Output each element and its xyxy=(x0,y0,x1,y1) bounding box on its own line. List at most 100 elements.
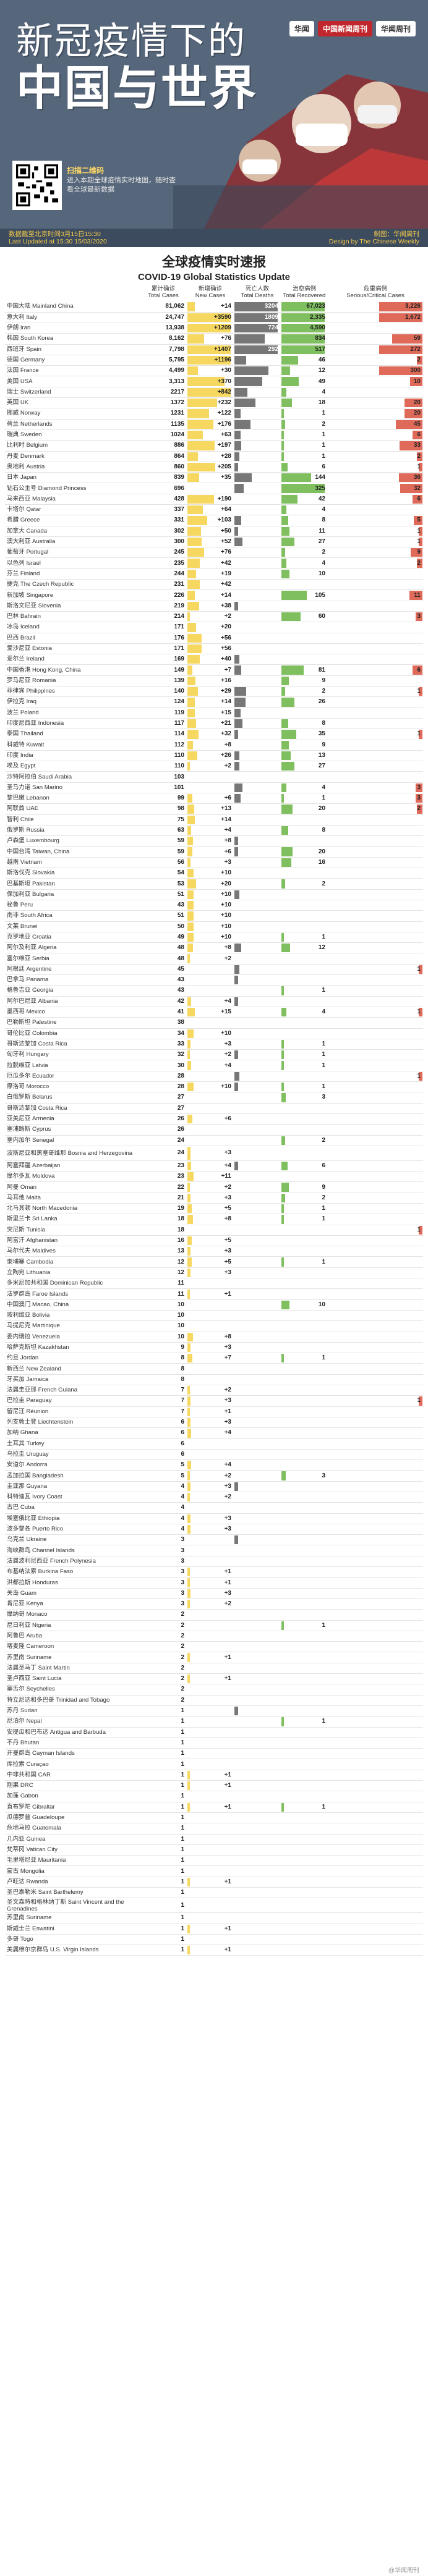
cell-deaths xyxy=(234,1812,281,1824)
stats-table-wrap: 累计确诊 Total Cases 新增确诊 New Cases 死亡人数 Total … xyxy=(0,285,428,1956)
cell-serious: 32 xyxy=(328,483,423,494)
table-row: 亚美尼亚 Armenia 26 +6 xyxy=(5,1113,423,1125)
cell-deaths xyxy=(234,1834,281,1845)
value-total: 30 xyxy=(177,1062,184,1069)
cell-recovered xyxy=(281,1834,328,1845)
cell-serious xyxy=(328,1492,423,1503)
cell-deaths xyxy=(234,1332,281,1343)
value-total: 28 xyxy=(177,1083,184,1091)
value-serious: 32 xyxy=(413,484,421,492)
value-recovered: 1 xyxy=(322,987,325,994)
header-new-cases: 新增确诊 New Cases xyxy=(187,285,234,302)
value-recovered: 105 xyxy=(315,591,325,599)
cell-deaths: 14 xyxy=(234,387,281,399)
cell-new: +4 xyxy=(187,996,234,1007)
cell-new: +76 xyxy=(187,333,234,345)
value-new: +64 xyxy=(221,506,231,513)
cell-new: +2 xyxy=(187,1181,234,1193)
country-name: 苏里南 Suriname xyxy=(5,1912,140,1924)
cell-deaths xyxy=(234,1267,281,1279)
bar-recovered xyxy=(281,944,290,953)
bar-recovered xyxy=(281,612,301,622)
country-name: 美国 USA xyxy=(5,376,140,387)
cell-recovered xyxy=(281,643,328,655)
table-body: 中国大陆 Mainland China 81,062 +14 3204 67,023 3,… xyxy=(5,301,423,1956)
value-new: +13 xyxy=(221,805,231,813)
value-total: 886 xyxy=(174,442,184,449)
value-recovered: 60 xyxy=(318,613,325,620)
cell-total: 8 xyxy=(140,1374,187,1386)
cell-serious xyxy=(328,654,423,665)
cell-deaths xyxy=(234,1342,281,1354)
table-row: 摩纳哥 Monaco 2 xyxy=(5,1609,423,1621)
value-recovered: 1 xyxy=(322,1083,325,1091)
country-name: 阿富汗 Afghanistan xyxy=(5,1235,140,1247)
cell-recovered xyxy=(281,633,328,644)
country-name: 海峡群岛 Channel Islands xyxy=(5,1545,140,1556)
country-name: 巴拉圭 Paraguay xyxy=(5,1395,140,1407)
country-name: 埃塞俄比亚 Ethiopia xyxy=(5,1513,140,1524)
table-row: 科威特 Kuwait 112 +8 9 xyxy=(5,740,423,751)
value-serious: 1 xyxy=(417,1226,421,1233)
cell-deaths: 2 xyxy=(234,964,281,976)
value-total: 171 xyxy=(174,623,184,631)
value-serious: 300 xyxy=(410,367,421,374)
cell-total: 124 xyxy=(140,696,187,708)
table-row: 科特迪瓦 Ivory Coast 4 +2 xyxy=(5,1492,423,1503)
cell-new xyxy=(187,1934,234,1946)
table-row: 智利 Chile 75 +14 xyxy=(5,814,423,826)
cell-deaths xyxy=(234,1673,281,1685)
table-row: 西班牙 Spain 7,798 +1407 292 517 272 xyxy=(5,344,423,355)
table-row: 中国台湾 Taiwan, China 59 +6 1 20 xyxy=(5,846,423,858)
country-name: 中国澳门 Macao, China xyxy=(5,1299,140,1311)
bar-new xyxy=(187,1653,190,1662)
bar-new xyxy=(187,494,215,504)
table-row: 立陶宛 Lithuania 12 +3 xyxy=(5,1267,423,1279)
bar-recovered xyxy=(281,1007,287,1017)
table-row: 韩国 South Korea 8,162 +76 75 834 59 xyxy=(5,333,423,345)
value-total: 26 xyxy=(177,1115,184,1123)
cell-serious xyxy=(328,878,423,890)
cell-new: +7 xyxy=(187,664,234,676)
cell-serious xyxy=(328,1652,423,1663)
cell-serious xyxy=(328,1438,423,1450)
value-total: 3,313 xyxy=(168,378,184,385)
cell-serious xyxy=(328,1524,423,1535)
cell-recovered: 2 xyxy=(281,1193,328,1204)
table-row: 蒙古 Mongolia 1 xyxy=(5,1865,423,1877)
value-serious: 2 xyxy=(417,559,421,567)
value-recovered: 1 xyxy=(322,1040,325,1047)
cell-new: +35 xyxy=(187,472,234,484)
value-new: +42 xyxy=(221,559,231,567)
value-new: +3 xyxy=(224,1397,231,1404)
header-serious: 危重病例 Serious/Critical Cases xyxy=(328,285,423,302)
country-name: 苏里南 Suriname xyxy=(5,1652,140,1663)
footer-watermark: @华闻周刊 xyxy=(0,2562,428,2576)
cell-recovered xyxy=(281,1171,328,1183)
value-deaths: 24 xyxy=(271,474,278,481)
cell-new: +10 xyxy=(187,910,234,922)
value-deaths: 20 xyxy=(271,420,278,428)
cell-new: +5 xyxy=(187,1203,234,1215)
value-new: +26 xyxy=(221,751,231,759)
cell-serious: 6 xyxy=(328,494,423,505)
cell-new: +7 xyxy=(187,1353,234,1364)
bar-recovered xyxy=(281,334,325,344)
cell-deaths xyxy=(234,1039,281,1050)
cell-serious xyxy=(328,1427,423,1439)
cell-deaths: 2 xyxy=(234,750,281,762)
bar-recovered xyxy=(281,794,285,803)
bar-new xyxy=(187,1039,191,1049)
cell-serious xyxy=(328,1267,423,1279)
cell-serious xyxy=(328,1193,423,1204)
cell-recovered xyxy=(281,900,328,911)
value-recovered: 834 xyxy=(315,335,325,342)
header-total-en: Total Cases xyxy=(148,292,179,299)
cell-serious xyxy=(328,1877,423,1888)
bar-new xyxy=(187,516,207,525)
qr-code-icon[interactable] xyxy=(12,161,62,210)
bar-recovered xyxy=(281,932,285,942)
country-name: 危地马拉 Guatemala xyxy=(5,1823,140,1835)
banner: 华闻 中国新闻周刊 华闻周刊 新冠疫情下的 中国与世界 xyxy=(0,0,428,229)
cell-deaths xyxy=(234,1060,281,1071)
